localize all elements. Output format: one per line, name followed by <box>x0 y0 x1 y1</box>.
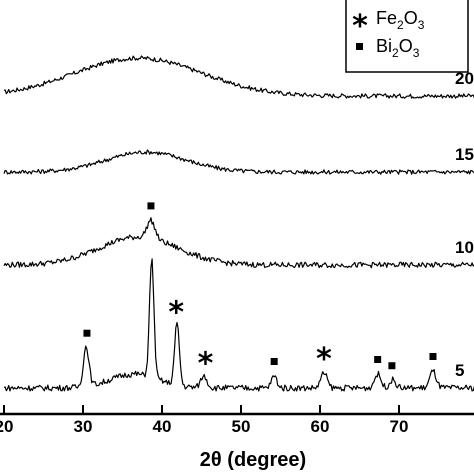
marker-square-67.3 <box>374 355 382 363</box>
series-line-15 <box>3 149 474 175</box>
marker-square-69.1 <box>388 362 396 370</box>
x-tick-label-50: 50 <box>232 417 251 436</box>
series-line-5 <box>3 258 474 392</box>
marker-square-38.6 <box>147 202 155 210</box>
x-axis-title: 2θ (degree) <box>200 449 306 471</box>
series-label-15: 15 <box>455 145 474 164</box>
legend-entry-bi: Bi2O3 <box>356 36 420 60</box>
legend-entry-fe: * Fe2O3 <box>352 8 425 44</box>
series-label-5: 5 <box>455 361 464 380</box>
marker-star-41.8: * <box>168 295 184 330</box>
x-tick-label-20: 20 <box>0 417 13 436</box>
legend-label-bi: Bi2O3 <box>376 36 420 60</box>
series-line-10 <box>3 217 474 269</box>
x-tick-layer: 20 30 40 50 60 70 <box>0 405 408 436</box>
series-layer: 20 15 10 5 <box>3 55 474 392</box>
series-label-20: 20 <box>455 69 474 88</box>
legend-box <box>345 0 469 73</box>
marker-star-60.5: * <box>316 342 332 377</box>
series-line-20 <box>3 55 474 99</box>
x-tick-label-30: 30 <box>74 417 93 436</box>
marker-square-74.3 <box>429 353 437 360</box>
marker-star-45.5: * <box>198 346 214 381</box>
x-tick-label-70: 70 <box>390 417 409 436</box>
legend-star-marker: * <box>352 9 368 44</box>
legend: * Fe2O3 Bi2O3 <box>345 0 469 73</box>
legend-label-fe: Fe2O3 <box>376 8 425 32</box>
marker-square-54.2 <box>270 358 278 365</box>
series-label-10: 10 <box>455 238 474 257</box>
x-tick-label-40: 40 <box>153 417 172 436</box>
marker-square-30.5 <box>83 329 91 337</box>
legend-square-marker <box>356 43 363 50</box>
marker-layer: * * * <box>83 202 437 381</box>
x-tick-label-60: 60 <box>311 417 330 436</box>
